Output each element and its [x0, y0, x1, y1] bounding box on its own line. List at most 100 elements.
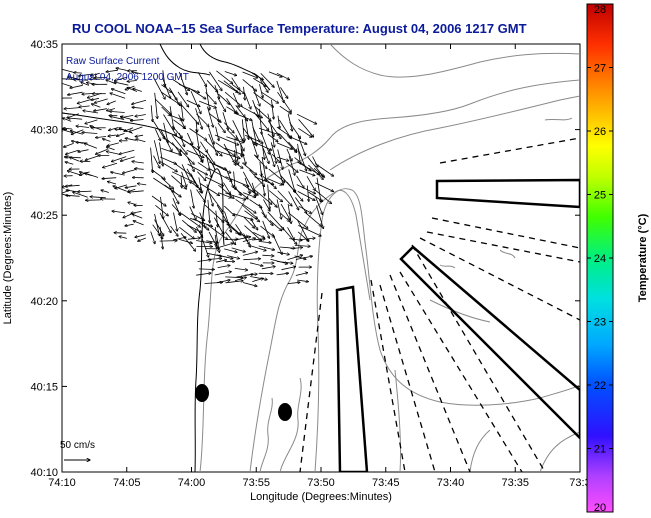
colorbar-tick-label: 24: [594, 253, 606, 265]
current-vector: [106, 147, 115, 151]
current-vector: [125, 224, 134, 226]
current-vector: [77, 99, 92, 103]
current-vector: [81, 82, 90, 86]
current-vector: [171, 204, 181, 214]
current-vector: [206, 80, 218, 92]
current-vector: [198, 100, 216, 108]
current-vector: [312, 156, 319, 168]
current-vector: [150, 231, 155, 244]
current-vector: [268, 149, 275, 167]
current-vector: [240, 105, 263, 118]
x-tick-label: 73:45: [372, 477, 400, 489]
current-vector: [69, 157, 80, 162]
current-vector: [226, 106, 238, 114]
current-vector: [281, 267, 295, 271]
x-axis-ticks: 74:10 74:05 74:00 73:55 73:50 73:45 73:40 73:35…: [48, 44, 591, 489]
current-vector: [199, 212, 206, 229]
current-vector: [269, 220, 282, 230]
current-vector: [159, 226, 163, 249]
current-vector: [186, 168, 198, 188]
y-axis-label: Latitude (Degrees:Minutes): [2, 192, 14, 325]
current-vector: [106, 69, 118, 72]
current-vector: [119, 236, 127, 239]
current-vector: [267, 178, 283, 185]
current-vector: [187, 157, 195, 171]
current-vector: [270, 126, 274, 147]
current-vector: [186, 99, 200, 106]
current-vector: [225, 192, 246, 200]
current-vector: [297, 191, 315, 200]
current-vector: [179, 149, 194, 165]
current-vector: [71, 129, 84, 135]
current-vector: [262, 176, 276, 188]
current-vector: [226, 223, 241, 235]
current-vector: [169, 106, 174, 129]
current-vector: [260, 73, 274, 87]
current-vector: [114, 233, 127, 234]
current-vector: [150, 147, 153, 173]
current-vector: [209, 71, 222, 91]
current-vector: [216, 280, 230, 284]
current-vector: [153, 120, 165, 139]
current-vector: [243, 192, 256, 198]
y-tick-label: 40:30: [30, 125, 58, 137]
current-vector: [62, 68, 74, 73]
current-vector: [76, 126, 90, 128]
current-vector: [195, 108, 203, 129]
legend-line-1: Raw Surface Current: [66, 56, 160, 67]
current-vector: [110, 93, 126, 99]
current-vector: [290, 248, 303, 249]
current-vector: [250, 136, 258, 158]
current-vector: [262, 220, 270, 239]
current-vector: [298, 119, 314, 137]
x-tick-label: 74:05: [113, 477, 141, 489]
current-vector: [277, 149, 283, 170]
current-vector: [131, 211, 142, 213]
current-vector: [132, 99, 147, 104]
current-vector: [288, 141, 298, 152]
current-vector: [294, 157, 312, 171]
transect-box-east: [435, 178, 580, 209]
current-vector: [107, 142, 119, 146]
current-vector: [207, 106, 213, 128]
current-vector: [154, 98, 171, 114]
current-vector: [308, 164, 323, 180]
current-vector: [258, 108, 262, 135]
current-vector: [298, 127, 312, 137]
current-vector: [151, 105, 152, 121]
current-vector: [233, 237, 251, 241]
current-vector: [242, 79, 257, 91]
x-tick-label: 73:55: [242, 477, 270, 489]
current-vector: [127, 81, 137, 82]
y-tick-label: 40:25: [30, 210, 58, 222]
current-vector: [271, 99, 274, 119]
current-vector: [111, 156, 127, 162]
current-vector: [91, 104, 101, 108]
current-vector: [103, 162, 118, 167]
current-vector: [205, 92, 217, 105]
current-vector: [190, 181, 201, 189]
current-vector: [91, 97, 100, 100]
current-vector: [73, 192, 88, 198]
current-vector: [222, 112, 228, 130]
current-vector: [298, 205, 312, 213]
current-vector: [263, 199, 270, 211]
current-vector: [218, 192, 231, 198]
current-vector: [276, 80, 284, 103]
current-vector: [84, 143, 98, 149]
current-vector: [77, 191, 92, 192]
current-vector: [227, 255, 239, 259]
current-vector: [287, 227, 295, 240]
current-vector: [62, 79, 75, 80]
current-vector: [252, 126, 260, 142]
current-vector: [119, 128, 133, 134]
current-vector: [205, 140, 222, 156]
current-vector: [280, 203, 290, 220]
current-vector: [181, 171, 187, 187]
current-vector: [295, 197, 306, 214]
current-vector: [111, 172, 125, 176]
current-vector: [208, 191, 224, 212]
current-vector: [268, 71, 282, 77]
current-vector: [161, 148, 182, 155]
current-vector: [196, 273, 211, 276]
